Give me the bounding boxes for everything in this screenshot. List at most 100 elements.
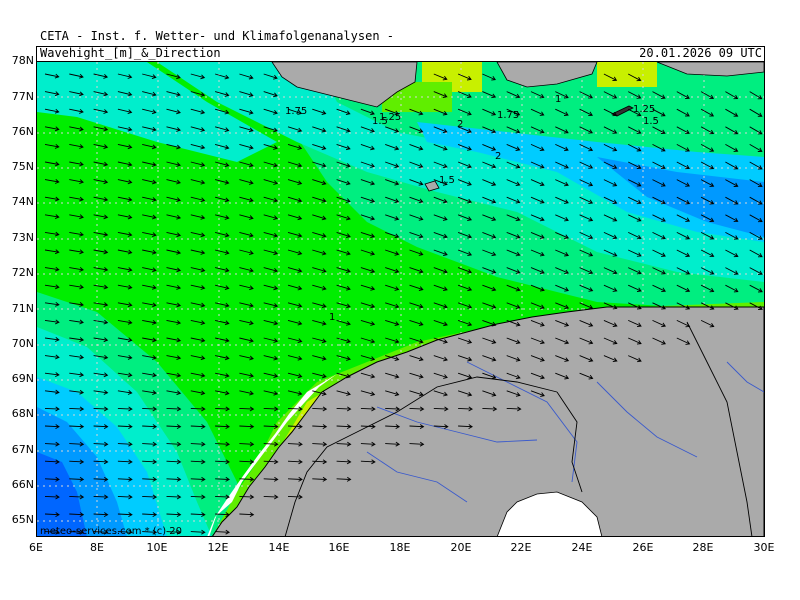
wave-arrow [725,232,739,240]
wave-arrow [482,179,497,186]
wave-arrow [360,214,376,221]
wave-arrow [142,441,158,447]
wave-arrow [676,214,691,222]
wave-arrow [190,319,206,326]
wave-arrow [433,161,448,169]
wave-arrow [93,249,109,255]
wave-arrow [215,319,230,326]
wave-arrow [555,302,570,310]
wave-arrow [166,406,182,412]
land-svalbard-far-east [656,62,764,77]
wave-arrow [482,249,497,257]
wave-arrow [117,143,133,150]
wave-arrow [700,91,715,100]
wave-arrow [69,143,84,149]
wave-arrow [433,267,448,274]
wave-arrow [506,319,521,327]
wave-arrow [93,319,109,325]
wave-arrow [555,143,569,152]
wave-arrow [336,161,351,168]
wave-arrow [44,179,60,184]
lat-label: 71N [11,302,34,315]
wave-arrow [336,214,351,221]
wave-arrow [263,424,279,429]
wave-arrow [725,284,739,293]
wave-arrow [239,441,255,447]
wave-arrow [336,302,351,309]
wave-arrow [506,91,521,99]
wave-arrow [482,406,498,412]
wave-arrow [117,179,133,185]
wave-arrow [749,232,763,240]
land-scandinavia [212,306,764,536]
wave-arrow [117,319,133,325]
wave-arrow [263,249,279,256]
wave-arrow [457,249,473,257]
wave-arrow [700,161,715,170]
wave-arrow [579,372,594,380]
wave-arrow [239,319,254,326]
wave-arrow [530,284,545,292]
wave-arrow [482,231,497,239]
wave-arrow [628,337,642,345]
wave-arrow [725,267,739,275]
wave-arrow [93,196,109,202]
wave-arrow [312,372,327,379]
wave-arrow [69,337,85,343]
wave-arrow [93,73,109,79]
wave-arrow [69,266,84,272]
wave-arrow [725,161,739,170]
wave-arrow [530,231,545,239]
wave-arrow [142,390,157,396]
wave-arrow [433,91,448,98]
wave-arrow [287,161,303,168]
wave-arrow [287,196,303,203]
wave-arrow [69,512,85,517]
wave-arrow [433,196,448,204]
wave-arrow [287,126,303,133]
wave-arrow [336,267,351,274]
wave-arrow [555,249,570,257]
wave-arrow [579,319,594,327]
wave-arrow [190,494,206,500]
wave-arrow [336,143,351,151]
wave-arrow [482,73,496,81]
wave-arrow [44,231,60,237]
wave-arrow [93,459,109,465]
wave-arrow [263,143,278,150]
wave-arrow [676,302,691,310]
wave-arrow [433,73,448,81]
lat-label: 67N [11,443,34,456]
wave-arrow [166,424,182,429]
wave-arrow [93,302,109,308]
wave-arrow [385,284,400,291]
wave-arrow [652,302,666,310]
wave-arrow [409,337,424,344]
credit-text: meteo-services.com * (c) 20 [40,526,183,537]
wave-arrow [190,73,206,80]
wave-arrow [360,231,376,239]
wave-arrow [579,337,594,345]
wave-arrow [166,372,182,378]
wave-arrow [93,389,109,395]
wave-arrow [93,354,109,360]
wave-arrow [482,355,497,362]
border-russia [686,321,753,536]
wave-arrow [214,73,230,80]
wave-band-2-25 [597,157,764,237]
wave-arrow [287,355,303,361]
wave-arrow [409,372,424,379]
wave-arrow [409,108,424,116]
wave-arrow [579,231,594,240]
wave-arrow [385,108,400,116]
wave-arrow [603,337,618,345]
wave-arrow [312,214,327,221]
wave-arrow [603,196,618,205]
wave-arrow [579,249,594,257]
wave-arrow [433,337,448,344]
wave-arrow [700,267,715,275]
wave-arrow [142,302,157,308]
wave-arrow [69,126,84,132]
wave-arrow [312,406,328,412]
wave-arrow [44,476,60,482]
